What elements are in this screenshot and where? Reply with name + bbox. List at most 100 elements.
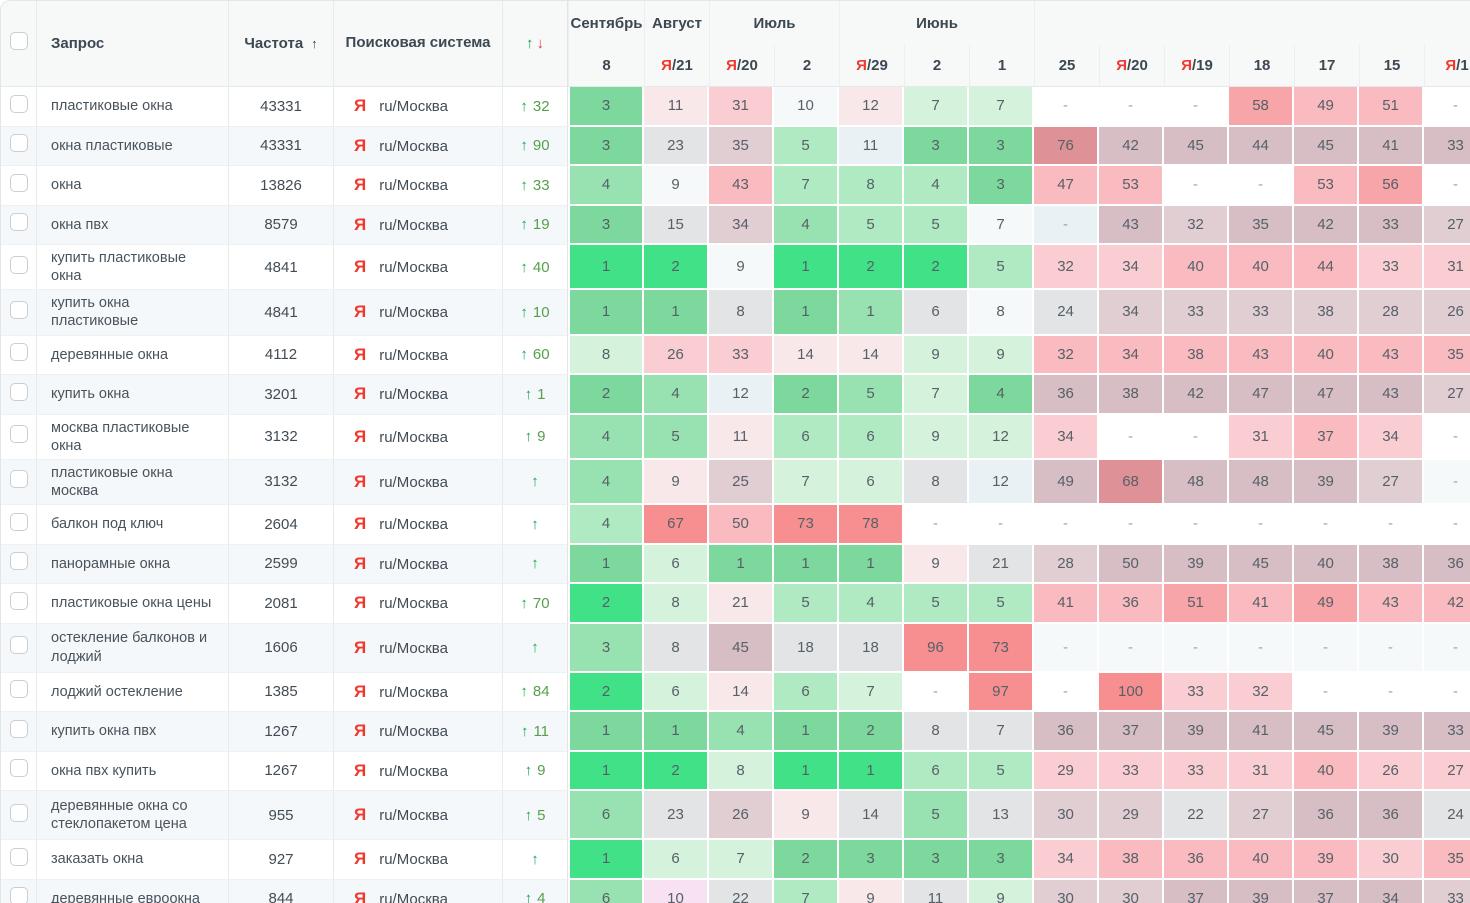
query-cell[interactable]: пластиковые окна москва [37, 459, 229, 505]
query-cell[interactable]: пластиковые окна [37, 87, 229, 127]
row-checkbox[interactable] [9, 300, 28, 319]
row-checkbox[interactable] [9, 591, 28, 610]
position-cell: 33 [1359, 205, 1425, 245]
query-cell[interactable]: окна пвх [37, 205, 229, 245]
position-cell: 38 [1099, 375, 1165, 415]
query-cell[interactable]: деревянные окна [37, 335, 229, 375]
row-checkbox[interactable] [9, 255, 28, 274]
frequency-cell: 3132 [229, 459, 334, 505]
row-checkbox[interactable] [9, 470, 28, 489]
date-column-header[interactable]: 2 [904, 45, 969, 87]
query-cell[interactable]: заказать окна [37, 840, 229, 880]
query-cell[interactable]: купить пластиковые окна [37, 245, 229, 291]
position-cell: - [1164, 623, 1230, 673]
query-cell[interactable]: панорамные окна [37, 544, 229, 584]
position-cell: 41 [1229, 712, 1295, 752]
row-checkbox[interactable] [9, 552, 28, 571]
position-cell: 43 [1359, 335, 1425, 375]
position-cell: 7 [969, 205, 1035, 245]
month-header-row: Запрос Частота ↑ Поисковая система ↑ ↓ Сен… [1, 1, 1470, 87]
row-checkbox[interactable] [9, 173, 28, 192]
query-cell[interactable]: пластиковые окна цены [37, 584, 229, 624]
row-checkbox[interactable] [9, 343, 28, 362]
row-checkbox[interactable] [9, 636, 28, 654]
date-column-header[interactable]: 17 [1294, 45, 1360, 87]
query-cell[interactable]: купить окна пвх [37, 712, 229, 752]
query-cell[interactable]: москва пластиковые окна [37, 414, 229, 460]
position-cell: 1 [568, 245, 644, 291]
search-engine-label: ru/Москва [379, 807, 448, 824]
query-cell[interactable]: лоджий остекление [37, 672, 229, 712]
row-checkbox[interactable] [9, 803, 28, 822]
row-checkbox[interactable] [9, 425, 28, 444]
change-value: 19 [532, 216, 550, 234]
date-column-header[interactable]: Я/1 [1424, 45, 1470, 87]
query-column-header[interactable]: Запрос [37, 1, 229, 87]
position-cell: 22 [1164, 791, 1230, 840]
query-cell[interactable]: балкон под ключ [37, 505, 229, 545]
position-cell: 35 [1229, 205, 1295, 245]
position-cell: 38 [1359, 544, 1425, 584]
position-cell: 32 [1034, 335, 1100, 375]
position-cell: 3 [969, 126, 1035, 166]
frequency-column-header[interactable]: Частота ↑ [229, 1, 334, 87]
date-column-header[interactable]: Я/21 [644, 45, 709, 87]
date-column-header[interactable]: 8 [568, 45, 644, 87]
date-column-header[interactable]: Я/29 [839, 45, 904, 87]
position-cell: 50 [709, 505, 774, 545]
query-cell[interactable]: купить окна [37, 375, 229, 415]
position-cell: 37 [1099, 712, 1165, 752]
position-cell: 33 [1164, 751, 1230, 791]
row-checkbox[interactable] [9, 213, 28, 232]
row-checkbox[interactable] [9, 719, 28, 738]
row-checkbox-cell [1, 791, 37, 840]
date-column-header[interactable]: 25 [1034, 45, 1100, 87]
position-cell: 2 [644, 245, 709, 291]
search-engine-label: ru/Москва [379, 762, 448, 780]
position-cell: - [1229, 505, 1295, 545]
position-cell: 32 [1034, 245, 1100, 291]
query-cell[interactable]: купить окна пластиковые [37, 290, 229, 336]
row-checkbox[interactable] [9, 887, 28, 903]
arrow-down-icon: ↓ [536, 35, 545, 52]
date-column-header[interactable]: 18 [1229, 45, 1295, 87]
date-column-header[interactable]: 2 [774, 45, 839, 87]
query-cell[interactable]: остекление балконов и лоджий [37, 623, 229, 673]
date-column-header[interactable]: 1 [969, 45, 1035, 87]
sort-asc-icon[interactable]: ↑ [311, 36, 318, 51]
position-cell: 1 [839, 290, 904, 336]
row-checkbox[interactable] [9, 759, 28, 778]
query-cell[interactable]: окна пвх купить [37, 751, 229, 791]
position-cell: 31 [1229, 751, 1295, 791]
position-cell: 1 [568, 712, 644, 752]
row-checkbox[interactable] [9, 680, 28, 699]
row-checkbox[interactable] [9, 512, 28, 531]
change-cell: ↑ 4 [503, 879, 568, 903]
dynamics-column-header[interactable]: ↑ ↓ [503, 1, 568, 87]
change-value: 90 [532, 137, 550, 155]
date-column-header[interactable]: Я/20 [709, 45, 774, 87]
date-column-header[interactable]: Я/19 [1164, 45, 1230, 87]
query-cell[interactable]: деревянные окна со стеклопакетом цена [37, 791, 229, 840]
position-cell: 33 [1099, 751, 1165, 791]
date-column-header[interactable]: 15 [1359, 45, 1425, 87]
date-column-header[interactable]: Я/20 [1099, 45, 1165, 87]
query-cell[interactable]: окна [37, 166, 229, 206]
query-cell[interactable]: окна пластиковые [37, 126, 229, 166]
query-cell[interactable]: деревянные евроокна [37, 879, 229, 903]
position-cell: - [1034, 205, 1100, 245]
position-cell: 39 [1294, 459, 1360, 505]
search-engine-label: ru/Москва [379, 595, 448, 613]
row-checkbox[interactable] [9, 382, 28, 401]
row-checkbox[interactable] [9, 847, 28, 866]
position-cell: 2 [839, 245, 904, 291]
select-all-checkbox[interactable] [9, 32, 28, 50]
search-engine-label: ru/Москва [379, 639, 448, 657]
row-checkbox[interactable] [9, 94, 28, 113]
position-cell: 1 [568, 290, 644, 336]
position-cell: 29 [1099, 791, 1165, 840]
row-checkbox[interactable] [9, 134, 28, 153]
position-cell: 3 [904, 840, 969, 880]
